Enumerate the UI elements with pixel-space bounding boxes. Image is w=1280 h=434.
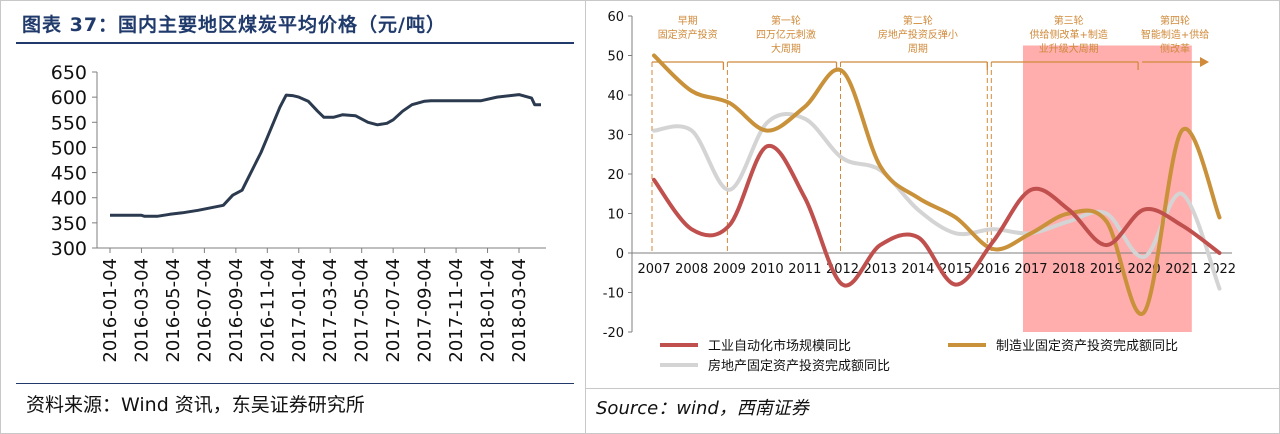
era-label: 早期	[678, 15, 698, 27]
left-x-tick-label: 2017-01-04	[289, 258, 310, 363]
era-label: 第三轮	[1054, 14, 1084, 27]
left-x-tick-label: 2016-05-04	[163, 258, 184, 363]
right-x-tick-label: 2010	[751, 262, 784, 277]
left-x-tick-label: 2016-11-04	[257, 258, 278, 363]
right-y-tick-label: 60	[607, 10, 624, 25]
left-x-tick-label: 2018-03-04	[509, 258, 530, 363]
left-chart-title: 图表 37：国内主要地区煤炭平均价格（元/吨）	[22, 14, 446, 36]
right-y-tick-label: 20	[607, 168, 624, 183]
right-x-tick-label: 2007	[637, 262, 670, 277]
right-x-tick-label: 2015	[939, 262, 972, 277]
left-title-rule	[16, 42, 574, 44]
right-x-tick-label: 2019	[1090, 262, 1123, 277]
right-y-tick-label: 0	[616, 247, 624, 262]
right-y-tick-label: 40	[607, 89, 624, 104]
era-label: 固定资产投资	[658, 28, 718, 41]
right-y-tick-label: -20	[603, 326, 624, 341]
right-y-tick-label: 30	[607, 129, 624, 144]
left-y-tick-label: 500	[51, 137, 87, 159]
right-source-rule	[586, 388, 1280, 389]
era-label: 第四轮	[1160, 14, 1190, 27]
legend-label: 制造业固定资产投资完成额同比	[996, 338, 1178, 354]
era-label: 第一轮	[771, 14, 801, 27]
left-x-tick-label: 2017-05-04	[352, 258, 373, 363]
era-arrow-head	[1200, 57, 1209, 67]
right-x-tick-label: 2013	[864, 262, 897, 277]
right-x-tick-label: 2014	[901, 262, 934, 277]
right-chart-source: Source：wind，西南证券	[596, 398, 809, 419]
era-label: 业升级大周期	[1039, 42, 1099, 55]
right-y-tick-label: 10	[607, 208, 624, 223]
series-line-1	[652, 144, 1222, 288]
coal-price-line	[110, 93, 541, 218]
right-x-tick-label: 2020	[1128, 262, 1161, 277]
legend-label: 房地产固定资产投资完成额同比	[708, 358, 890, 374]
right-x-tick-label: 2016	[977, 262, 1010, 277]
left-x-tick-label: 2016-09-04	[226, 258, 247, 363]
series-line-3	[652, 112, 1222, 291]
left-x-tick-label: 2017-07-04	[383, 258, 404, 363]
era-label: 周期	[908, 43, 928, 55]
era-label: 侧改革	[1160, 42, 1190, 55]
left-y-tick-label: 350	[51, 213, 87, 235]
series-line-2	[652, 53, 1222, 316]
era-label: 智能制造+供给	[1141, 28, 1209, 41]
left-x-tick-label: 2017-03-04	[320, 258, 341, 363]
right-x-tick-label: 2022	[1203, 262, 1236, 277]
era-label: 供给侧改革+制造	[1030, 28, 1108, 41]
panel-divider	[585, 0, 586, 434]
left-x-tick-label: 2016-07-04	[194, 258, 215, 363]
right-x-tick-label: 2021	[1165, 262, 1198, 277]
right-y-tick-label: 50	[607, 50, 624, 65]
era-label: 房地产投资反弹小	[878, 28, 958, 41]
left-source-rule	[16, 383, 574, 384]
left-x-tick-label: 2018-01-04	[478, 258, 499, 363]
left-x-tick-label: 2017-11-04	[446, 258, 467, 363]
right-x-tick-label: 2018	[1052, 262, 1085, 277]
left-x-tick-label: 2017-09-04	[415, 258, 436, 363]
right-x-tick-label: 2017	[1014, 262, 1047, 277]
left-chart-source: 资料来源：Wind 资讯，东吴证券研究所	[26, 394, 365, 416]
era-label: 四万亿元刺激	[756, 28, 816, 41]
left-y-tick-label: 300	[51, 238, 87, 260]
right-x-tick-label: 2011	[788, 262, 821, 277]
right-y-tick-label: -10	[603, 287, 624, 302]
right-x-tick-label: 2008	[675, 262, 708, 277]
left-y-tick-label: 550	[51, 112, 87, 134]
left-x-tick-label: 2016-01-04	[100, 258, 121, 363]
era-label: 第二轮	[903, 14, 933, 27]
right-x-tick-label: 2009	[713, 262, 746, 277]
era-label: 大周期	[771, 42, 801, 55]
left-y-tick-label: 600	[51, 87, 87, 109]
left-y-tick-label: 400	[51, 188, 87, 210]
highlight-band	[1023, 45, 1192, 332]
left-y-tick-label: 450	[51, 163, 87, 185]
left-x-tick-label: 2016-03-04	[131, 258, 152, 363]
legend-label: 工业自动化市场规模同比	[708, 338, 851, 354]
left-y-tick-label: 650	[51, 62, 87, 84]
